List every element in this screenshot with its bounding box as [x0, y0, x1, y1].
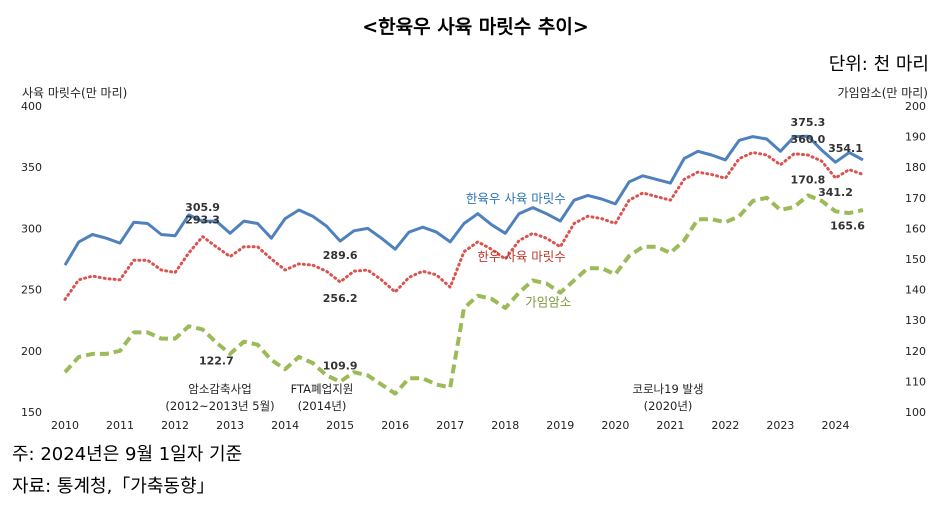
y-right-tick-label: 130 [905, 314, 926, 327]
x-tick-label: 2013 [216, 419, 244, 432]
x-tick-label: 2020 [601, 419, 629, 432]
x-tick-label: 2021 [656, 419, 684, 432]
data-label: 165.6 [830, 219, 865, 232]
annotation-label: (2014년) [298, 399, 347, 413]
data-label: 341.2 [818, 186, 853, 199]
x-tick-label: 2022 [711, 419, 739, 432]
x-tick-label: 2011 [106, 419, 134, 432]
line-chart: 사육 마릿수(만 마리) 가임암소(만 마리) 150 200 250 300 350 400… [21, 86, 928, 432]
x-tick-label: 2017 [436, 419, 464, 432]
data-label: 305.9 [185, 201, 220, 214]
data-label: 375.3 [791, 116, 826, 129]
x-tick-label: 2023 [766, 419, 794, 432]
y-right-tick-label: 180 [905, 161, 926, 174]
annotation-label: FTA폐업지원 [291, 382, 354, 396]
x-tick-label: 2014 [271, 419, 299, 432]
y-right-tick-label: 100 [905, 406, 926, 419]
annotation-label: 암소감축사업 [188, 382, 251, 396]
series-name-label: 한육우 사육 마릿수 [466, 191, 566, 206]
data-label: 360.0 [791, 133, 826, 146]
series-line-2 [63, 151, 865, 301]
y-right-tick-label: 200 [905, 100, 926, 113]
footer-note: 주: 2024년은 9월 1일자 기준 [12, 444, 243, 465]
x-tick-label: 2010 [51, 419, 79, 432]
unit-label: 단위: 천 마리 [828, 54, 929, 75]
y-right-tick-label: 120 [905, 345, 926, 358]
y-left-tick-label: 200 [21, 345, 42, 358]
data-label: 293.3 [185, 214, 220, 227]
x-tick-label: 2018 [491, 419, 519, 432]
y-right-tick-label: 110 [905, 375, 926, 388]
y-right-tick-label: 140 [905, 284, 926, 297]
data-label: 256.2 [323, 292, 358, 305]
y-left-axis-title: 사육 마릿수(만 마리) [22, 86, 127, 100]
data-label: 170.8 [791, 173, 826, 186]
y-right-tick-label: 160 [905, 222, 926, 235]
y-right-tick-label: 190 [905, 131, 926, 144]
y-left-tick-label: 150 [21, 406, 42, 419]
data-label: 109.9 [323, 360, 358, 373]
y-right-tick-label: 150 [905, 253, 926, 266]
y-left-tick-label: 300 [21, 222, 42, 235]
y-right-tick-label: 170 [905, 192, 926, 205]
y-left-tick-label: 250 [21, 284, 42, 297]
page-title: <한육우 사육 마릿수 추이> [362, 16, 589, 38]
data-label: 122.7 [199, 355, 234, 368]
series-name-label: 가임암소 [525, 295, 571, 310]
series-line-1 [63, 134, 864, 266]
y-left-tick-label: 400 [21, 100, 42, 113]
series-name-label: 한우 사육 마릿수 [477, 249, 565, 264]
x-tick-label: 2012 [161, 419, 189, 432]
y-right-axis-title: 가임암소(만 마리) [838, 86, 928, 100]
annotation-label: 코로나19 발생 [632, 382, 703, 396]
series-line-3 [63, 193, 864, 396]
x-tick-label: 2016 [381, 419, 409, 432]
annotation-label: (2012~2013년 5월) [165, 399, 274, 413]
x-tick-label: 2024 [821, 419, 849, 432]
annotation-label: (2020년) [644, 399, 693, 413]
data-label: 289.6 [323, 249, 358, 262]
y-left-tick-label: 350 [21, 161, 42, 174]
footer-source: 자료: 통계청,「가축동향」 [12, 476, 215, 497]
x-tick-label: 2019 [546, 419, 574, 432]
x-tick-label: 2015 [326, 419, 354, 432]
data-label: 354.1 [828, 142, 863, 155]
